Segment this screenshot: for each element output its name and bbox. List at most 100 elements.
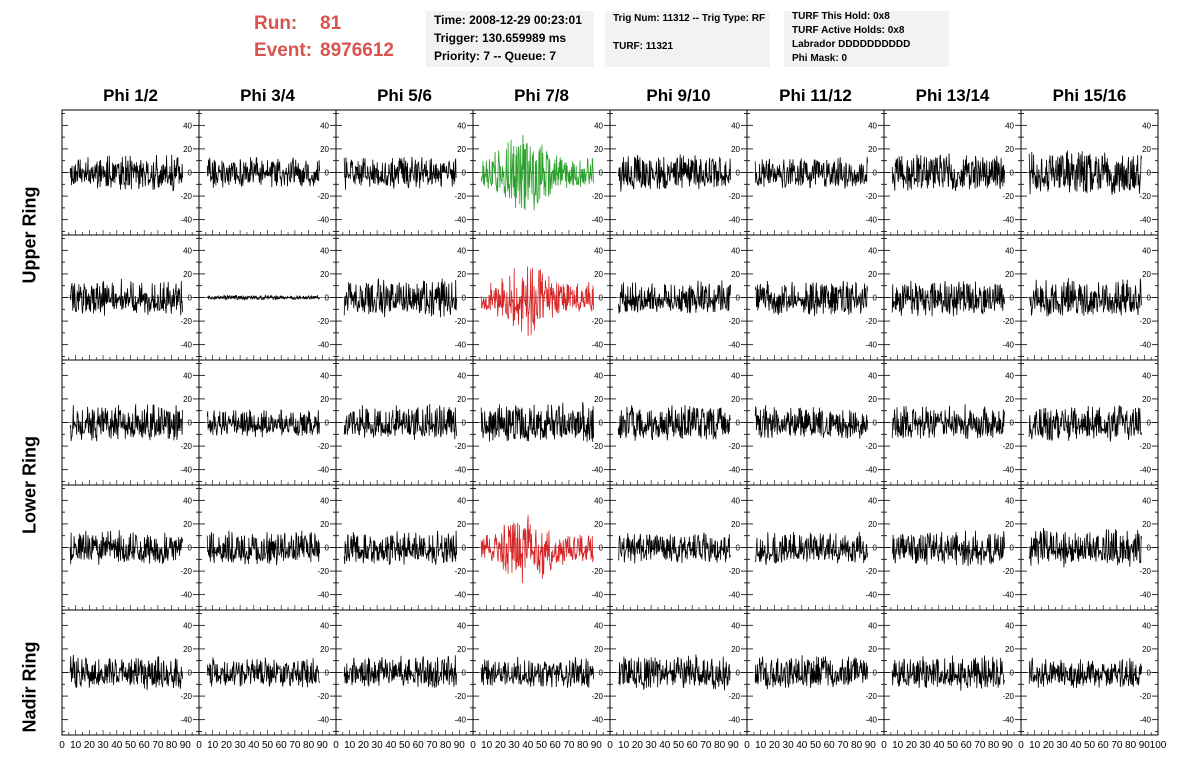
y-tick-label: 0	[873, 169, 878, 178]
x-tick-label: 30	[1057, 740, 1069, 751]
x-tick-label: 50	[262, 740, 274, 751]
x-tick-label: 20	[1043, 740, 1055, 751]
waveform-trace	[754, 405, 868, 439]
x-tick-label: 30	[98, 740, 110, 751]
y-tick-label: 20	[320, 645, 329, 654]
y-tick-label: -20	[591, 692, 603, 701]
y-tick-label: -40	[454, 466, 466, 475]
y-tick-label: -40	[728, 716, 740, 725]
y-tick-label: 40	[457, 121, 466, 130]
waveform-trace	[1028, 150, 1142, 195]
y-tick-label: -20	[1139, 692, 1151, 701]
x-tick-label: 0	[470, 740, 476, 751]
y-tick-label: 0	[462, 169, 467, 178]
y-tick-label: 0	[325, 169, 330, 178]
x-tick-label: 60	[413, 740, 425, 751]
x-tick-label: 70	[289, 740, 301, 751]
y-tick-label: -20	[865, 442, 877, 451]
y-tick-label: 20	[1005, 520, 1014, 529]
y-tick-label: 40	[183, 246, 192, 255]
y-tick-label: 40	[731, 246, 740, 255]
turf-active-holds-text: TURF Active Holds: 0x8	[792, 25, 905, 36]
y-tick-label: -40	[180, 466, 192, 475]
y-tick-label: 0	[1010, 544, 1015, 553]
x-tick-label: 100	[1150, 740, 1167, 751]
waveform-trace	[69, 404, 183, 442]
y-tick-label: -20	[865, 567, 877, 576]
x-tick-label: 30	[646, 740, 658, 751]
y-tick-label: 20	[731, 145, 740, 154]
waveform-trace	[206, 293, 320, 301]
x-tick-label: 0	[196, 740, 202, 751]
x-tick-label: 70	[837, 740, 849, 751]
y-tick-label: -40	[454, 716, 466, 725]
y-tick-label: 20	[457, 645, 466, 654]
y-tick-label: -20	[454, 567, 466, 576]
y-tick-label: -40	[1002, 716, 1014, 725]
y-tick-label: -40	[454, 216, 466, 225]
y-tick-label: 40	[1005, 496, 1014, 505]
waveform-trace	[891, 655, 1005, 691]
y-tick-label: 40	[320, 121, 329, 130]
phi-header-5: Phi 9/10	[646, 86, 711, 105]
y-tick-label: 0	[736, 169, 741, 178]
y-tick-label: 40	[320, 246, 329, 255]
y-tick-label: -20	[180, 692, 192, 701]
y-tick-label: -20	[317, 442, 329, 451]
y-tick-label: -20	[1002, 192, 1014, 201]
y-tick-label: 40	[320, 621, 329, 630]
y-tick-label: 20	[1005, 145, 1014, 154]
x-tick-label: 40	[385, 740, 397, 751]
x-tick-label: 10	[1029, 740, 1041, 751]
y-tick-label: 40	[594, 496, 603, 505]
x-tick-label: 50	[810, 740, 822, 751]
y-tick-label: -40	[317, 216, 329, 225]
x-tick-label: 30	[235, 740, 247, 751]
x-tick-label: 40	[111, 740, 123, 751]
waveform-trace	[69, 278, 183, 316]
waveform-trace	[343, 655, 457, 689]
y-tick-label: 20	[457, 395, 466, 404]
y-tick-label: -20	[1002, 317, 1014, 326]
phi-header-7: Phi 13/14	[915, 86, 990, 105]
event-number: Event: 8976612	[254, 40, 394, 62]
x-tick-label: 90	[1139, 740, 1151, 751]
x-tick-label: 90	[1002, 740, 1014, 751]
y-tick-label: -20	[180, 192, 192, 201]
y-tick-label: -40	[728, 466, 740, 475]
y-tick-label: 0	[462, 294, 467, 303]
waveform-trace	[754, 655, 868, 690]
y-tick-label: -20	[728, 692, 740, 701]
waveform-trace	[69, 154, 183, 192]
run-label: Run:	[254, 13, 298, 34]
waveform-trace	[480, 656, 594, 688]
y-tick-label: 0	[325, 419, 330, 428]
y-tick-label: 20	[731, 645, 740, 654]
turf-info-box: TURF This Hold: 0x8 TURF Active Holds: 0…	[784, 11, 949, 67]
waveform-trace	[1028, 657, 1142, 688]
y-tick-label: 40	[1142, 371, 1151, 380]
y-tick-label: -40	[180, 341, 192, 350]
highlighted-waveform	[480, 266, 594, 337]
x-tick-label: 10	[618, 740, 630, 751]
y-tick-label: -40	[728, 216, 740, 225]
y-tick-label: 0	[188, 294, 193, 303]
x-tick-label: 60	[276, 740, 288, 751]
waveform-trace	[891, 404, 1005, 440]
y-tick-label: 20	[594, 520, 603, 529]
y-tick-label: 20	[594, 395, 603, 404]
y-tick-label: -20	[317, 317, 329, 326]
y-tick-label: -20	[454, 442, 466, 451]
y-tick-label: 0	[325, 669, 330, 678]
waveform-trace	[754, 156, 868, 189]
phi-header-2: Phi 3/4	[240, 86, 295, 105]
waveform-trace	[617, 404, 731, 441]
x-tick-label: 60	[550, 740, 562, 751]
run-number: Run: 81	[254, 13, 341, 35]
x-tick-label: 80	[851, 740, 863, 751]
y-tick-label: -20	[317, 192, 329, 201]
y-tick-label: -20	[454, 317, 466, 326]
y-tick-label: -20	[728, 317, 740, 326]
y-tick-label: 0	[599, 419, 604, 428]
